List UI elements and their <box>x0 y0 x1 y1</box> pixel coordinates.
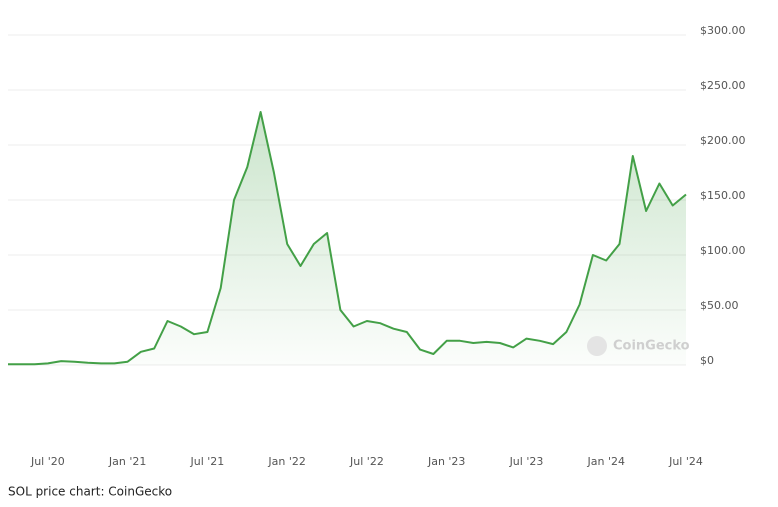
y-tick-label: $300.00 <box>700 24 746 37</box>
area <box>8 112 686 365</box>
x-tick-label: Jan '24 <box>586 455 624 468</box>
y-tick-label: $100.00 <box>700 244 746 257</box>
caption: SOL price chart: CoinGecko <box>8 485 172 499</box>
x-tick-label: Jul '23 <box>509 455 544 468</box>
x-tick-label: Jul '24 <box>668 455 703 468</box>
x-tick-label: Jan '21 <box>108 455 146 468</box>
x-tick-label: Jul '22 <box>349 455 384 468</box>
x-tick-label: Jul '20 <box>30 455 65 468</box>
y-tick-label: $200.00 <box>700 134 746 147</box>
y-tick-label: $0 <box>700 354 714 367</box>
watermark: CoinGecko <box>613 339 690 354</box>
price-line <box>8 111 687 366</box>
x-tick-label: Jul '21 <box>190 455 225 468</box>
y-tick-label: $250.00 <box>700 79 746 92</box>
watermark-logo <box>587 336 607 356</box>
y-tick-label: $150.00 <box>700 189 746 202</box>
x-tick-label: Jan '22 <box>267 455 305 468</box>
y-tick-label: $50.00 <box>700 299 739 312</box>
x-tick-label: Jan '23 <box>427 455 465 468</box>
